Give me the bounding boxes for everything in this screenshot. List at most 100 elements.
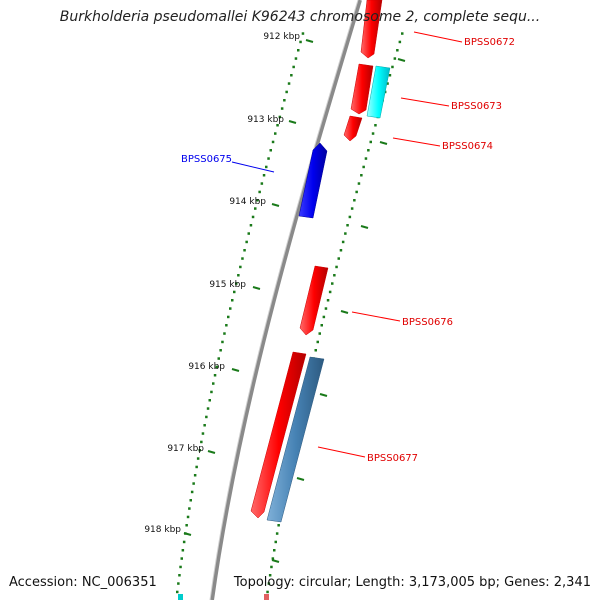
ruler-minor-tick: [190, 490, 194, 494]
gene-feature-bpss0672[interactable]: [360, 0, 383, 59]
ruler-minor-tick: [258, 190, 261, 194]
ruler-minor-tick: [196, 457, 200, 460]
ruler-minor-tick: [278, 115, 282, 119]
ruler-major-tick: [231, 368, 240, 372]
ruler-minor-tick: [243, 249, 246, 252]
ruler-minor-tick: [237, 274, 240, 277]
outer-major-tick: [296, 477, 305, 481]
ruler-minor-tick: [318, 332, 321, 335]
ruler-minor-tick: [268, 574, 272, 577]
ruler-minor-tick: [176, 590, 179, 594]
gene-feature-bpss0673[interactable]: [350, 63, 374, 115]
gene-feature-bpss0677[interactable]: [250, 351, 307, 519]
ruler-minor-tick: [348, 215, 352, 219]
gene-feature-bpss0675[interactable]: [298, 142, 328, 219]
gene-label-bpss0673[interactable]: BPSS0673: [451, 101, 502, 112]
ruler-major-tick: [252, 286, 261, 290]
ruler-minor-tick: [355, 190, 358, 194]
ruler-minor-tick: [333, 274, 336, 277]
ruler-label: 916 kbp: [188, 362, 225, 372]
ruler-minor-tick: [195, 465, 198, 469]
accession-label: Accession: NC_006351: [9, 575, 157, 590]
ruler-minor-tick: [360, 174, 363, 177]
chromosome-backbone-highlight: [209, 0, 359, 601]
ruler-minor-tick: [219, 349, 222, 352]
ruler-minor-tick: [362, 165, 365, 169]
ruler-minor-tick: [235, 282, 238, 285]
gene-label-bpss0677[interactable]: BPSS0677: [367, 453, 418, 464]
ruler-minor-tick: [206, 407, 210, 410]
ruler-minor-tick: [247, 232, 250, 235]
gene-label-bpss0672[interactable]: BPSS0672: [464, 37, 515, 48]
outer-major-tick: [360, 225, 369, 229]
gene-label-bpss0675[interactable]: BPSS0675: [181, 154, 232, 165]
ruler-minor-tick: [213, 374, 217, 377]
outer-major-tick: [319, 393, 328, 397]
ruler-minor-tick: [273, 549, 276, 552]
gene-label-bpss0676[interactable]: BPSS0676: [402, 317, 453, 328]
ruler-minor-tick: [267, 157, 270, 160]
ruler-major-tick: [271, 203, 280, 207]
outer-major-tick: [397, 58, 406, 62]
ruler-minor-tick: [297, 49, 300, 52]
ruler-minor-tick: [265, 165, 268, 169]
ruler-minor-tick: [269, 149, 272, 152]
ruler-minor-tick: [386, 82, 389, 85]
ruler-label: 915 kbp: [209, 280, 246, 290]
ruler-label: 917 kbp: [167, 444, 204, 454]
ruler-minor-tick: [208, 399, 211, 402]
gene-label-bpss0674[interactable]: BPSS0674: [442, 141, 493, 152]
ruler-minor-tick: [181, 549, 185, 552]
ruler-minor-tick: [203, 424, 206, 427]
gene-feature-bpss0676[interactable]: [299, 265, 329, 336]
ruler-minor-tick: [393, 57, 397, 60]
ruler-label: 912 kbp: [263, 32, 300, 42]
ruler-major-tick: [305, 39, 314, 43]
ruler-minor-tick: [256, 199, 259, 202]
ruler-minor-tick: [283, 99, 286, 102]
ruler-minor-tick: [350, 207, 354, 210]
ruler-minor-tick: [262, 174, 266, 177]
ruler-minor-tick: [229, 307, 232, 310]
partial-feature-bottom-outer: [264, 594, 269, 600]
ruler-minor-tick: [223, 332, 226, 335]
steelblue-feature[interactable]: [266, 356, 325, 523]
map-title: Burkholderia pseudomallei K96243 chromos…: [59, 9, 541, 25]
outer-major-tick: [340, 310, 349, 314]
outer-major-tick: [271, 559, 280, 563]
leader-line: [413, 31, 463, 43]
ruler-label: 914 kbp: [229, 197, 266, 207]
ruler-minor-tick: [374, 124, 377, 127]
ruler-minor-tick: [276, 124, 279, 127]
ruler-minor-tick: [233, 290, 236, 294]
ruler-minor-tick: [316, 340, 319, 344]
ruler-label: 913 kbp: [247, 115, 284, 125]
ruler-minor-tick: [290, 74, 293, 77]
inner-ruler-track: [176, 32, 305, 594]
chromosome-backbone: [210, 0, 362, 601]
ruler-major-tick: [207, 450, 216, 454]
gene-features: [250, 0, 391, 523]
ruler-minor-tick: [178, 574, 181, 577]
ruler-minor-tick: [205, 415, 208, 419]
ruler-minor-tick: [396, 49, 399, 52]
ruler-minor-tick: [357, 182, 361, 185]
gene-feature-bpss0674[interactable]: [343, 115, 363, 142]
cyan-feature[interactable]: [366, 65, 391, 119]
outer-ruler-major-ticks: [271, 58, 406, 563]
ruler-minor-tick: [221, 340, 224, 344]
ruler-minor-tick: [367, 149, 370, 152]
ruler-minor-tick: [326, 299, 330, 302]
ruler-minor-tick: [322, 315, 326, 319]
ruler-minor-tick: [320, 324, 323, 327]
ruler-minor-tick: [251, 215, 255, 219]
ruler-minor-tick: [292, 65, 295, 69]
ruler-major-tick: [183, 532, 192, 536]
ruler-minor-tick: [314, 349, 317, 352]
ruler-minor-tick: [201, 432, 205, 435]
partial-feature-bottom: [178, 594, 183, 600]
ruler-minor-tick: [346, 224, 349, 227]
ruler-minor-tick: [231, 299, 234, 302]
ruler-minor-tick: [331, 282, 334, 285]
